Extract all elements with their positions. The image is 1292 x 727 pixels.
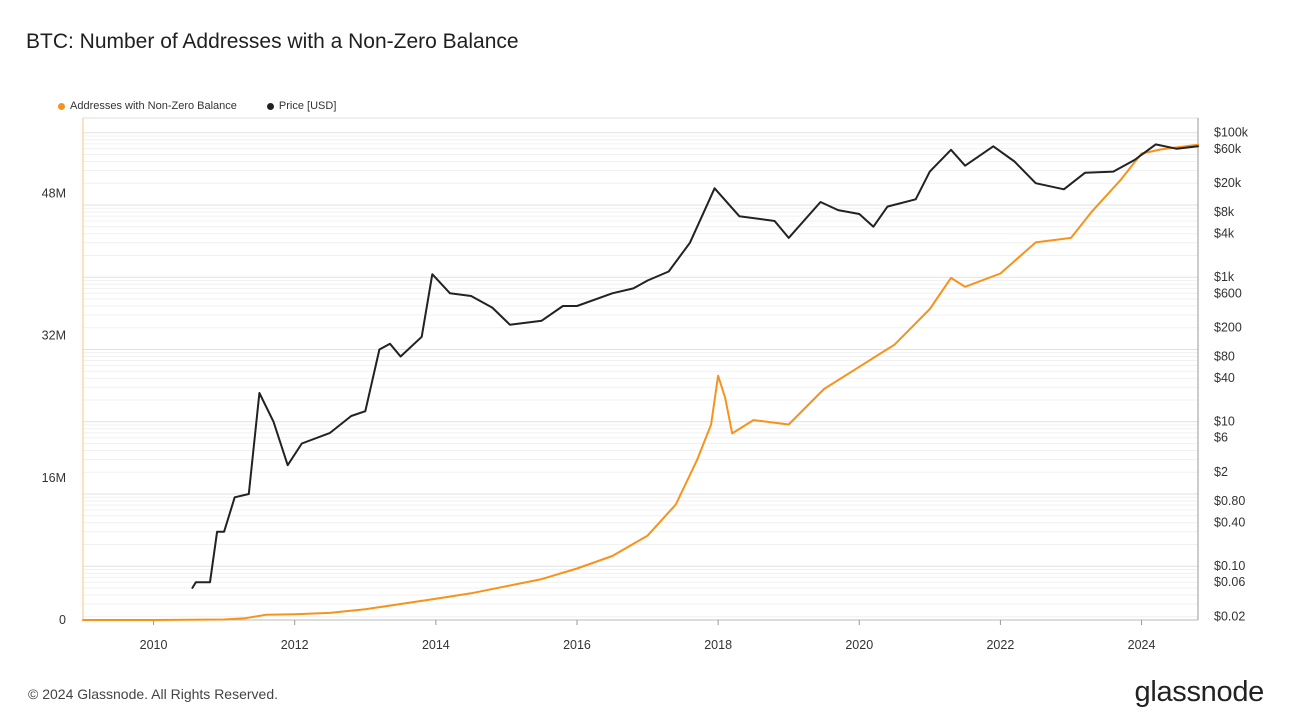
x-tick-label: 2020: [845, 638, 873, 652]
x-tick-label: 2016: [563, 638, 591, 652]
y-right-tick-label: $0.10: [1214, 559, 1245, 573]
copyright-text: © 2024 Glassnode. All Rights Reserved.: [28, 686, 279, 702]
x-tick-label: 2024: [1128, 638, 1156, 652]
y-right-tick-label: $20k: [1214, 176, 1242, 190]
legend-label-addresses: Addresses with Non-Zero Balance: [70, 100, 237, 112]
brand-logo: glassnode: [1134, 676, 1264, 708]
legend-dot-addresses: [58, 102, 65, 110]
y-right-tick-label: $6: [1214, 431, 1228, 445]
y-right-tick-label: $2: [1214, 465, 1228, 479]
y-right-tick-label: $600: [1214, 286, 1242, 300]
y-right-tick-label: $1k: [1214, 270, 1235, 284]
legend: Addresses with Non-Zero Balance Price [U…: [58, 100, 336, 112]
y-left-tick-label: 16M: [42, 471, 66, 485]
y-left-tick-label: 32M: [42, 329, 66, 343]
y-right-tick-label: $40: [1214, 371, 1235, 385]
y-right-tick-label: $60k: [1214, 142, 1242, 156]
y-right-tick-label: $10: [1214, 415, 1235, 429]
x-tick-label: 2018: [704, 638, 732, 652]
y-left-tick-label: 0: [59, 613, 66, 627]
x-tick-label: 2010: [140, 638, 168, 652]
y-right-tick-label: $0.80: [1214, 494, 1245, 508]
y-right-tick-label: $80: [1214, 349, 1235, 363]
x-tick-label: 2014: [422, 638, 450, 652]
series-line-addresses: [82, 143, 1199, 621]
y-right-tick-label: $4k: [1214, 227, 1235, 241]
y-right-tick-label: $0.02: [1214, 610, 1245, 624]
series-line-price: [191, 143, 1199, 589]
x-tick-label: 2012: [281, 638, 309, 652]
legend-label-price: Price [USD]: [278, 100, 337, 112]
y-right-tick-label: $8k: [1214, 205, 1235, 219]
y-right-tick-label: $200: [1214, 321, 1242, 335]
legend-dot-price: [266, 102, 274, 110]
x-tick-label: 2022: [986, 638, 1014, 652]
y-left-tick-label: 48M: [42, 187, 66, 201]
y-right-tick-label: $0.06: [1214, 575, 1245, 589]
y-right-tick-label: $0.40: [1214, 516, 1245, 530]
chart-title: BTC: Number of Addresses with a Non-Zero…: [26, 30, 519, 53]
legend-item-price[interactable]: Price [USD]: [266, 100, 337, 112]
y-right-tick-label: $100k: [1214, 126, 1249, 140]
legend-item-addresses[interactable]: Addresses with Non-Zero Balance: [58, 100, 237, 112]
